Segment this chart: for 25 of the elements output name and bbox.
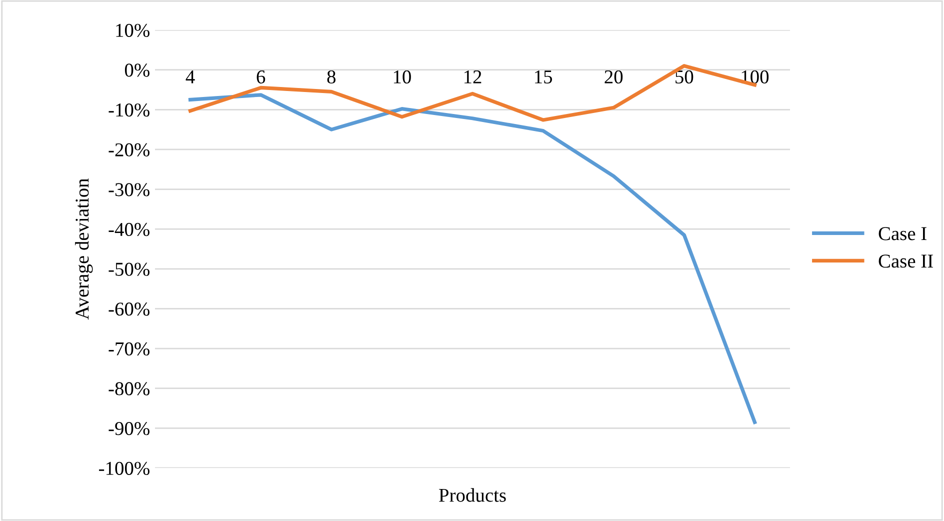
line-series	[188, 93, 757, 424]
y-tick-label: 10%	[116, 24, 150, 37]
x-tick-label: 12	[464, 70, 482, 84]
y-tick-label: -20%	[108, 143, 150, 156]
y-tick-label: -70%	[108, 342, 150, 356]
y-tick-label: 0%	[124, 64, 150, 77]
x-tick-label: 10	[394, 70, 411, 84]
x-tick-label: 50	[676, 70, 694, 84]
x-tick-label: 4	[186, 70, 195, 84]
x-tick-label: 6	[256, 70, 266, 84]
y-tick-label: -40%	[108, 222, 150, 236]
y-tick-label: -10%	[108, 103, 150, 117]
x-tick-label: 20	[604, 70, 623, 84]
x-tick-label: 15	[535, 70, 552, 84]
x-tick-label: 8	[327, 70, 336, 84]
y-tick-label: -50%	[108, 262, 150, 276]
y-tick-label: -100%	[99, 462, 150, 475]
y-tick-label: -90%	[108, 422, 150, 436]
x-axis-title: Products	[439, 488, 506, 502]
y-tick-label: -60%	[108, 302, 150, 316]
legend-label: Case I	[878, 227, 926, 240]
y-tick-label: -30%	[108, 183, 150, 196]
legend-label: Case II	[878, 254, 933, 268]
y-tick-label: -80%	[108, 382, 150, 396]
y-axis-title: Average deviation	[75, 178, 93, 320]
